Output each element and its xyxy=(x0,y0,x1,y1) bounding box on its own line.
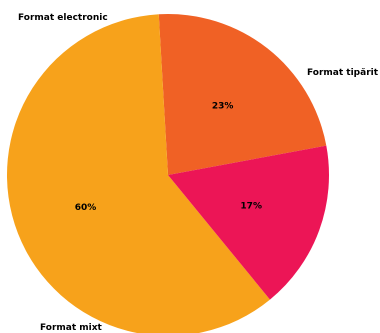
pie-slice-2 xyxy=(7,14,270,333)
slice-percent-label: 17% xyxy=(240,201,262,211)
slice-percent-label: 60% xyxy=(75,203,97,213)
slice-category-label: Format mixt xyxy=(40,323,103,333)
slice-category-label: Format electronic xyxy=(18,13,108,23)
pie-slice-3 xyxy=(168,145,329,300)
slice-category-label: Format tipărit xyxy=(307,68,379,78)
slice-percent-label: 23% xyxy=(212,101,234,111)
pie-slice-1 xyxy=(158,14,327,175)
